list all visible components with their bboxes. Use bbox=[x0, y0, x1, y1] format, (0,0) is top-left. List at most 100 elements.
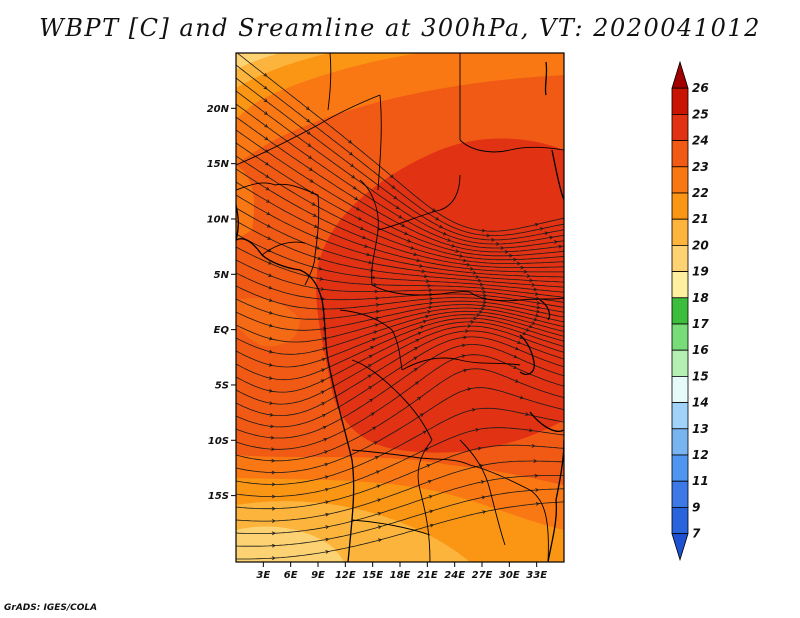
streamline-arrow bbox=[522, 331, 527, 336]
streamline-arrow bbox=[268, 298, 273, 302]
streamline-arrow bbox=[481, 495, 486, 500]
streamline-arrow bbox=[271, 556, 276, 561]
streamline bbox=[236, 90, 564, 245]
streamline bbox=[236, 317, 564, 381]
streamline-arrow bbox=[544, 231, 549, 236]
streamline-arrow bbox=[509, 253, 514, 258]
lon-label: 9E bbox=[311, 570, 325, 581]
streamline-arrow bbox=[415, 338, 420, 343]
streamline-arrow bbox=[368, 386, 373, 390]
streamline-arrow bbox=[325, 487, 330, 492]
streamline-arrow bbox=[428, 288, 433, 293]
colorbar-segment bbox=[671, 349, 689, 377]
streamline-arrow bbox=[269, 349, 274, 354]
streamline-arrow bbox=[350, 163, 354, 168]
streamline-arrow bbox=[374, 289, 379, 294]
streamline-arrow bbox=[271, 482, 276, 487]
lat-label: EQ bbox=[214, 325, 230, 336]
streamline-arrow bbox=[271, 470, 276, 475]
lat-label: 15N bbox=[207, 159, 230, 170]
streamline-arrow bbox=[417, 396, 422, 401]
streamline-arrow bbox=[483, 300, 488, 305]
colorbar-segment bbox=[671, 454, 689, 482]
streamline-arrow bbox=[266, 211, 271, 216]
streamline-arrow bbox=[270, 435, 275, 440]
streamline bbox=[236, 272, 564, 308]
streamline-arrow bbox=[476, 313, 481, 317]
streamline-arrow bbox=[439, 224, 443, 229]
streamline-arrow bbox=[495, 242, 500, 246]
streamline-arrow bbox=[414, 347, 419, 351]
colorbar-segment bbox=[671, 140, 689, 168]
streamline bbox=[236, 387, 564, 473]
lon-label: 27E bbox=[472, 570, 493, 581]
streamline-arrow bbox=[479, 282, 484, 287]
streamline-arrow bbox=[370, 268, 375, 273]
streamline-arrow bbox=[477, 446, 482, 451]
streamline-arrow bbox=[265, 186, 270, 191]
colorbar-max-arrow bbox=[671, 60, 689, 89]
colorbar-label: 13 bbox=[692, 422, 709, 436]
streamlines bbox=[236, 53, 564, 561]
streamline-arrow bbox=[369, 398, 374, 403]
streamline-arrow bbox=[478, 310, 483, 314]
streamline-arrow bbox=[429, 296, 434, 301]
streamline-arrow bbox=[422, 430, 427, 435]
streamline bbox=[236, 53, 564, 232]
streamline-arrow bbox=[271, 447, 276, 452]
streamline-arrow bbox=[515, 379, 520, 383]
streamline-arrow bbox=[480, 306, 485, 311]
streamline-arrow bbox=[307, 143, 312, 147]
streamline bbox=[236, 194, 564, 278]
colorbar-segment bbox=[671, 244, 689, 272]
lon-label: 18E bbox=[390, 570, 411, 581]
lat-label: 5S bbox=[215, 380, 229, 391]
colorbar: 26 25 24 23 22 21 20 19 18 17 16 15 14 13 12 11 9 7 bbox=[671, 60, 709, 562]
streamline-arrow bbox=[325, 537, 330, 542]
streamline-arrow bbox=[455, 249, 460, 253]
streamline-arrow bbox=[322, 326, 327, 331]
streamline-arrow bbox=[321, 368, 326, 372]
colorbar-segment bbox=[671, 428, 689, 456]
streamline-arrow bbox=[500, 246, 505, 250]
streamline-arrow bbox=[467, 387, 472, 392]
lon-label: 3E bbox=[256, 570, 270, 581]
streamline-arrow bbox=[472, 271, 477, 275]
streamline-arrow bbox=[323, 438, 328, 442]
streamline-arrow bbox=[482, 510, 487, 514]
streamline-arrow bbox=[549, 235, 554, 240]
streamline-arrow bbox=[377, 498, 382, 503]
streamline bbox=[236, 407, 564, 485]
colorbar-label: 11 bbox=[692, 474, 709, 488]
streamline bbox=[236, 77, 564, 241]
streamline-arrow bbox=[389, 174, 394, 178]
streamline-arrow bbox=[451, 243, 456, 248]
lat-label: 15S bbox=[208, 491, 229, 502]
streamline-arrow bbox=[426, 464, 431, 468]
streamline-arrow bbox=[529, 428, 534, 433]
streamline-arrow bbox=[373, 330, 378, 335]
country-borders bbox=[236, 53, 564, 562]
streamline-arrow bbox=[420, 325, 425, 329]
streamline-arrow bbox=[531, 283, 536, 287]
colorbar-label: 7 bbox=[692, 527, 701, 541]
streamline-arrow bbox=[377, 512, 382, 516]
streamline-arrow bbox=[364, 244, 369, 248]
streamline-arrow bbox=[268, 285, 273, 290]
streamline-arrow bbox=[354, 196, 359, 201]
colorbar-label: 23 bbox=[692, 160, 709, 174]
streamline-arrow bbox=[268, 273, 273, 277]
streamline-arrow bbox=[325, 500, 330, 505]
streamline bbox=[236, 285, 564, 313]
streamline-arrow bbox=[404, 231, 409, 236]
streamline-arrow bbox=[312, 213, 317, 217]
streamline-arrow bbox=[268, 388, 273, 393]
colorbar-label: 26 bbox=[692, 81, 709, 95]
streamline-arrow bbox=[325, 525, 330, 529]
streamline-arrow bbox=[271, 519, 276, 523]
streamline bbox=[236, 444, 564, 510]
streamline-arrow bbox=[463, 258, 467, 263]
streamline-arrow bbox=[322, 347, 327, 351]
streamline-arrow bbox=[428, 305, 433, 310]
streamline-arrow bbox=[375, 309, 380, 314]
